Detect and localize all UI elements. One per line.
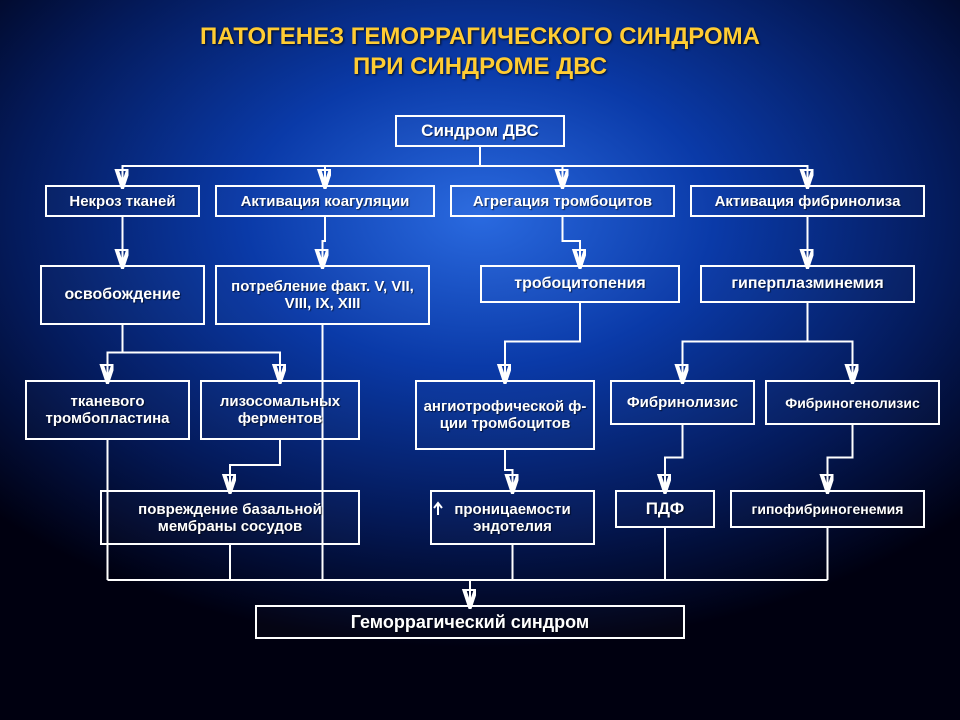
- node-r1d: Активация фибринолиза: [690, 185, 925, 217]
- node-r3d: Фибринолизис: [610, 380, 755, 425]
- slide-title: ПАТОГЕНЕЗ ГЕМОРРАГИЧЕСКОГО СИНДРОМА ПРИ …: [0, 22, 960, 82]
- node-r3e: Фибриногенолизис: [765, 380, 940, 425]
- node-r2c: тробоцитопения: [480, 265, 680, 303]
- node-r1b: Активация коагуляции: [215, 185, 435, 217]
- node-r2a: освобождение: [40, 265, 205, 325]
- node-r4a: повреждение базальной мембраны сосудов: [100, 490, 360, 545]
- node-r2d: гиперплазминемия: [700, 265, 915, 303]
- node-root: Синдром ДВС: [395, 115, 565, 147]
- node-r2b: потребление факт. V, VII, VIII, IX, XIII: [215, 265, 430, 325]
- node-r3b: лизосомальных ферментов: [200, 380, 360, 440]
- node-r3c: ангиотрофической ф-ции тромбоцитов: [415, 380, 595, 450]
- title-line2: ПРИ СИНДРОМЕ ДВС: [353, 53, 607, 80]
- node-final: Геморрагический синдром: [255, 605, 685, 639]
- title-line1: ПАТОГЕНЕЗ ГЕМОРРАГИЧЕСКОГО СИНДРОМА: [200, 23, 760, 50]
- node-r4c: ПДФ: [615, 490, 715, 528]
- node-r4d: гипофибриногенемия: [730, 490, 925, 528]
- node-r3a: тканевого тромбопластина: [25, 380, 190, 440]
- node-r4b: проницаемости эндотелия: [430, 490, 595, 545]
- node-r1c: Агрегация тромбоцитов: [450, 185, 675, 217]
- node-r1a: Некроз тканей: [45, 185, 200, 217]
- slide: { "title": { "line1": "ПАТОГЕНЕЗ ГЕМОРРА…: [0, 0, 960, 720]
